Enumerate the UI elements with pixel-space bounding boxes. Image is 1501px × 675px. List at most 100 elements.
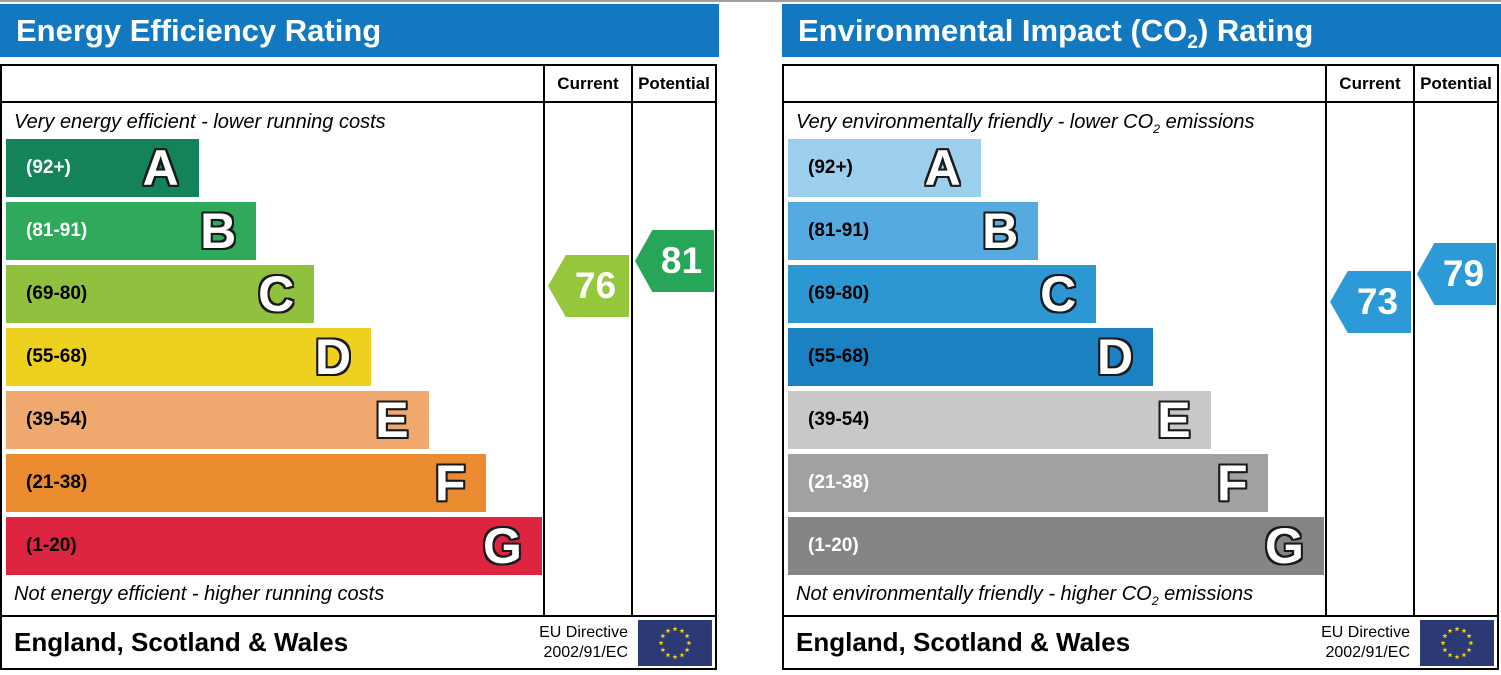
band-c: (69-80) C	[788, 265, 1097, 323]
band-letter: A	[924, 140, 961, 196]
band-letter: B	[982, 203, 1019, 259]
potential-rating-arrow: 79	[1417, 243, 1496, 305]
current-rating-arrow: 73	[1330, 271, 1411, 333]
eu-directive-label: EU Directive 2002/91/EC	[1321, 623, 1410, 663]
band-letter: E	[1157, 392, 1191, 448]
top-caption: Very environmentally friendly - lower CO…	[796, 111, 1255, 136]
rating-table: Current Potential Very environmentally f…	[782, 64, 1499, 670]
band-letter: G	[1265, 518, 1304, 574]
band-letter: G	[483, 518, 522, 574]
band-range-label: (39-54)	[808, 409, 870, 430]
band-range-label: (69-80)	[26, 283, 88, 304]
band-range-label: (39-54)	[26, 409, 88, 430]
panel-title-bar: Environmental Impact (CO2) Rating	[782, 4, 1501, 57]
band-a: (92+) A	[6, 139, 199, 197]
title-subscript: 2	[1187, 32, 1198, 54]
band-letter: D	[315, 329, 352, 385]
band-range-label: (81-91)	[808, 220, 870, 241]
rating-bands: (92+) A (81-91) B (69-80) C (55-68) D (39-54…	[6, 139, 543, 580]
potential-column-header: Potential	[631, 66, 715, 101]
caption-text: Very energy efficient - lower running co…	[14, 111, 386, 133]
rating-bands: (92+) A (81-91) B (69-80) C (55-68) D (39-54…	[788, 139, 1325, 580]
table-header-row: Current Potential	[2, 66, 715, 103]
band-letter: A	[142, 140, 179, 196]
caption-text-post: emissions	[1158, 583, 1254, 605]
eu-directive-line2: 2002/91/EC	[543, 643, 628, 661]
band-c: (69-80) C	[6, 265, 315, 323]
header-spacer	[784, 66, 1325, 101]
region-label: England, Scotland & Wales	[796, 627, 1131, 657]
eu-directive-line2: 2002/91/EC	[1325, 643, 1410, 661]
caption-text: Not energy efficient - higher running co…	[14, 583, 385, 605]
caption-text: Not environmentally friendly - higher CO	[796, 583, 1152, 605]
band-range-label: (21-38)	[808, 472, 870, 493]
band-g: (1-20) G	[6, 517, 542, 575]
band-range-label: (1-20)	[808, 535, 859, 556]
eu-directive-line1: EU Directive	[539, 623, 628, 641]
panel-title: Environmental Impact (CO2) Rating	[798, 13, 1314, 53]
band-range-label: (69-80)	[808, 283, 870, 304]
band-d: (55-68) D	[788, 328, 1154, 386]
band-letter: D	[1097, 329, 1134, 385]
table-body: Very energy efficient - lower running co…	[2, 103, 715, 615]
table-body: Very environmentally friendly - lower CO…	[784, 103, 1497, 615]
band-letter: F	[434, 455, 466, 511]
band-range-label: (92+)	[26, 157, 71, 178]
page-top-border	[0, 0, 1501, 2]
eu-directive-line1: EU Directive	[1321, 623, 1410, 641]
caption-subscript: 2	[1153, 122, 1161, 136]
current-column-header: Current	[543, 66, 631, 101]
energy-efficiency-panel: Energy Efficiency Rating Current Potenti…	[0, 4, 719, 670]
band-range-label: (92+)	[808, 157, 853, 178]
band-e: (39-54) E	[788, 391, 1211, 449]
potential-column: 79	[1413, 103, 1497, 615]
caption-subscript: 2	[1151, 594, 1159, 608]
header-spacer	[2, 66, 543, 101]
band-range-label: (1-20)	[26, 535, 77, 556]
current-column-header: Current	[1325, 66, 1413, 101]
band-letter: C	[258, 266, 295, 322]
band-f: (21-38) F	[6, 454, 486, 512]
bottom-caption: Not environmentally friendly - higher CO…	[796, 583, 1253, 608]
title-text: Energy Efficiency Rating	[16, 13, 382, 48]
band-letter: F	[1216, 455, 1248, 511]
bottom-caption: Not energy efficient - higher running co…	[14, 583, 384, 608]
band-letter: E	[375, 392, 409, 448]
band-b: (81-91) B	[788, 202, 1039, 260]
potential-column-header: Potential	[1413, 66, 1497, 101]
band-letter: B	[200, 203, 237, 259]
band-f: (21-38) F	[788, 454, 1268, 512]
band-e: (39-54) E	[6, 391, 429, 449]
region-label: England, Scotland & Wales	[14, 627, 349, 657]
band-range-label: (81-91)	[26, 220, 88, 241]
title-text: Environmental Impact (CO	[798, 13, 1188, 48]
current-rating-arrow: 76	[548, 255, 629, 317]
band-d: (55-68) D	[6, 328, 372, 386]
band-b: (81-91) B	[6, 202, 257, 260]
table-footer: England, Scotland & Wales EU Directive 2…	[2, 615, 715, 668]
top-caption: Very energy efficient - lower running co…	[14, 111, 386, 136]
bands-area: Very environmentally friendly - lower CO…	[784, 103, 1325, 615]
band-range-label: (55-68)	[808, 346, 870, 367]
title-text-post: ) Rating	[1197, 13, 1314, 48]
environmental-impact-panel: Environmental Impact (CO2) Rating Curren…	[782, 4, 1501, 670]
potential-column: 81	[631, 103, 715, 615]
band-range-label: (55-68)	[26, 346, 88, 367]
table-footer: England, Scotland & Wales EU Directive 2…	[784, 615, 1497, 668]
caption-text-post: emissions	[1160, 111, 1255, 133]
eu-flag-icon	[638, 619, 712, 666]
eu-directive-label: EU Directive 2002/91/EC	[539, 623, 628, 663]
band-a: (92+) A	[788, 139, 981, 197]
current-column: 76	[543, 103, 631, 615]
table-header-row: Current Potential	[784, 66, 1497, 103]
band-g: (1-20) G	[788, 517, 1324, 575]
bands-area: Very energy efficient - lower running co…	[2, 103, 543, 615]
panel-title-bar: Energy Efficiency Rating	[0, 4, 719, 57]
rating-table: Current Potential Very energy efficient …	[0, 64, 717, 670]
current-column: 73	[1325, 103, 1413, 615]
panel-title: Energy Efficiency Rating	[16, 13, 381, 48]
caption-text: Very environmentally friendly - lower CO	[796, 111, 1154, 133]
potential-rating-arrow: 81	[635, 230, 714, 292]
band-letter: C	[1040, 266, 1077, 322]
band-range-label: (21-38)	[26, 472, 88, 493]
